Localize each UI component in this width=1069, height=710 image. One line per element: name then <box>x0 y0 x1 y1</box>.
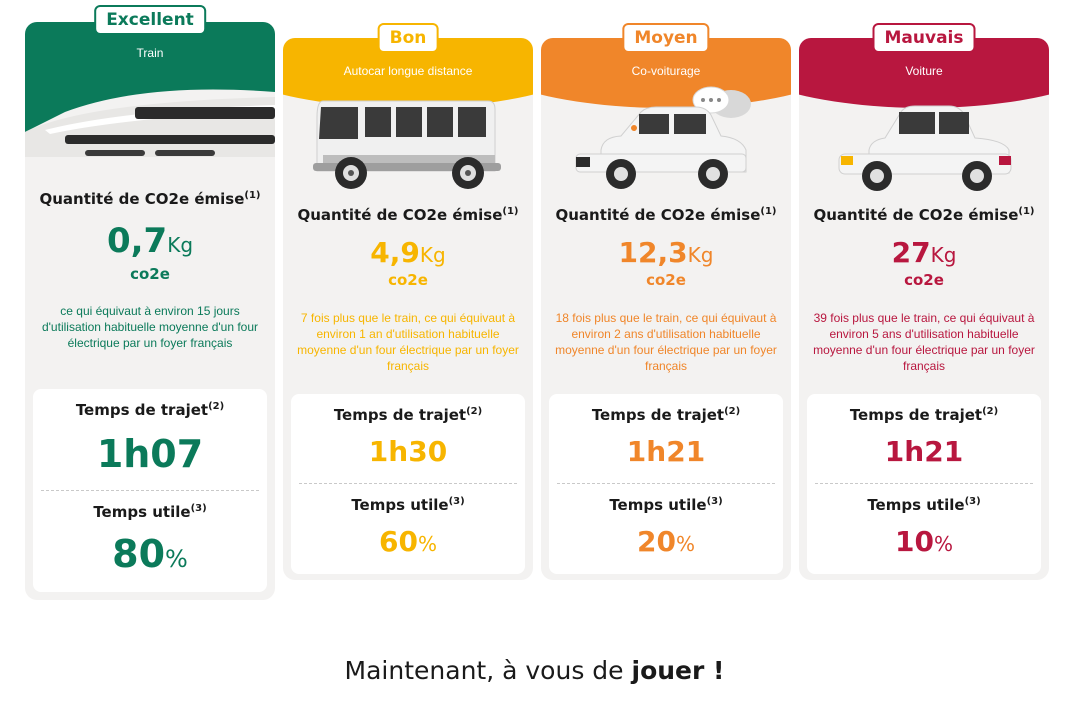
time-box: Temps de trajet(2) 1h21 Temps utile(3) 1… <box>807 394 1041 574</box>
mode-label: Co-voiturage <box>631 64 701 78</box>
travel-time-value: 1h21 <box>884 435 964 468</box>
co2-unit: co2e <box>904 271 944 289</box>
call-to-action: Maintenant, à vous de jouer ! <box>344 656 725 685</box>
train-icon <box>25 72 275 157</box>
equivalent-text: 7 fois plus que le train, ce qui équivau… <box>297 311 519 373</box>
useful-time-label: Temps utile(3) <box>93 503 207 521</box>
card-bus: Bon Autocar longue distance Quantité de … <box>283 23 533 580</box>
equivalent-text: 39 fois plus que le train, ce qui équiva… <box>813 311 1035 373</box>
rating-badge: Bon <box>377 23 439 53</box>
rating-badge: Moyen <box>622 23 710 53</box>
co2-value: 4,9Kg <box>370 236 446 269</box>
rating-badge: Excellent <box>94 5 206 35</box>
travel-time-label: Temps de trajet(2) <box>849 406 999 424</box>
equivalent-text: ce qui équivaut à environ 15 jours d'uti… <box>41 304 259 350</box>
card-car: Mauvais Voiture Quantité de CO2e émise(1… <box>799 23 1049 580</box>
co2-title: Quantité de CO2e émise(1) <box>297 206 519 224</box>
travel-time-value: 1h30 <box>368 435 448 468</box>
card-carpool: Moyen Co-voiturage Quantité de CO2e émis… <box>541 23 791 580</box>
useful-time-value: 20% <box>637 525 695 558</box>
co2-unit: co2e <box>130 265 170 283</box>
mode-label: Voiture <box>905 64 943 78</box>
co2-unit: co2e <box>646 271 686 289</box>
co2-value: 12,3Kg <box>618 236 714 269</box>
travel-time-label: Temps de trajet(2) <box>591 406 741 424</box>
bus-icon <box>313 100 501 189</box>
co2-unit: co2e <box>388 271 428 289</box>
mode-label: Autocar longue distance <box>343 64 473 78</box>
travel-time-label: Temps de trajet(2) <box>333 406 483 424</box>
travel-time-value: 1h07 <box>96 432 204 476</box>
divider <box>557 483 775 484</box>
car-icon <box>838 105 1012 191</box>
co2-title: Quantité de CO2e émise(1) <box>813 206 1035 224</box>
time-box: Temps de trajet(2) 1h30 Temps utile(3) 6… <box>291 394 525 574</box>
useful-time-value: 60% <box>379 525 437 558</box>
co2-title: Quantité de CO2e émise(1) <box>555 206 777 224</box>
useful-time-label: Temps utile(3) <box>351 496 465 514</box>
co2-value: 0,7Kg <box>106 221 194 261</box>
divider <box>815 483 1033 484</box>
rating-badge: Mauvais <box>872 23 976 53</box>
useful-time-label: Temps utile(3) <box>609 496 723 514</box>
travel-time-value: 1h21 <box>626 435 706 468</box>
divider <box>41 490 259 491</box>
useful-time-value: 10% <box>895 525 953 558</box>
card-train: Excellent Train Quantité de CO2e émise(1… <box>25 5 275 600</box>
travel-time-label: Temps de trajet(2) <box>75 401 225 419</box>
equivalent-text: 18 fois plus que le train, ce qui équiva… <box>555 311 777 373</box>
divider <box>299 483 517 484</box>
useful-time-value: 80% <box>112 532 188 576</box>
time-box: Temps de trajet(2) 1h21 Temps utile(3) 2… <box>549 394 783 574</box>
co2-title: Quantité de CO2e émise(1) <box>39 190 261 208</box>
time-box: Temps de trajet(2) 1h07 Temps utile(3) 8… <box>33 389 267 592</box>
carpool-icon <box>575 86 751 189</box>
co2-value: 27Kg <box>891 236 957 269</box>
mode-label: Train <box>136 46 164 60</box>
useful-time-label: Temps utile(3) <box>867 496 981 514</box>
